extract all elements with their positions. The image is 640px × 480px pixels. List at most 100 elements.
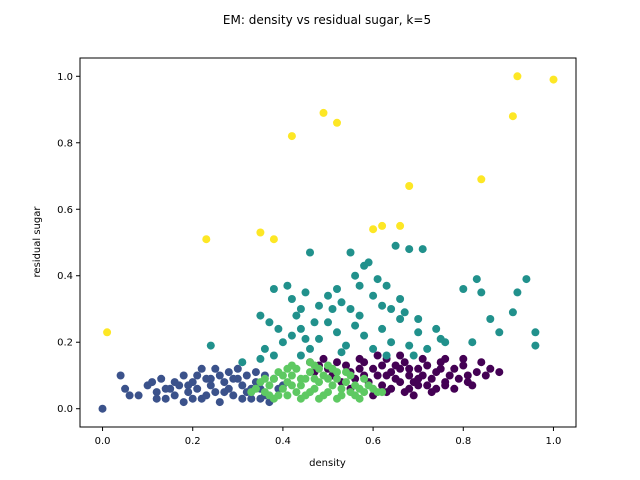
data-point-cluster-2 bbox=[364, 258, 373, 267]
data-point-cluster-0 bbox=[319, 354, 328, 363]
data-point-cluster-3 bbox=[324, 374, 332, 383]
data-point-cluster-2 bbox=[315, 334, 323, 343]
data-point-cluster-2 bbox=[351, 321, 360, 330]
data-point-cluster-2 bbox=[477, 288, 486, 297]
data-point-cluster-3 bbox=[292, 388, 301, 397]
data-point-cluster-2 bbox=[387, 305, 396, 313]
data-point-cluster-3 bbox=[283, 364, 292, 373]
data-point-cluster-2 bbox=[337, 298, 346, 307]
data-point-cluster-0 bbox=[436, 364, 445, 373]
data-point-cluster-1 bbox=[206, 381, 215, 390]
data-point-cluster-2 bbox=[459, 285, 468, 293]
data-point-cluster-2 bbox=[351, 271, 360, 280]
data-point-cluster-2 bbox=[238, 358, 247, 367]
data-point-cluster-3 bbox=[306, 368, 314, 377]
x-axis-label: density bbox=[309, 458, 346, 469]
data-point-cluster-2 bbox=[278, 338, 287, 347]
data-point-cluster-1 bbox=[206, 374, 215, 383]
data-point-cluster-2 bbox=[269, 285, 278, 293]
data-point-cluster-3 bbox=[278, 384, 287, 393]
y-tick-label: 0.4 bbox=[57, 271, 73, 282]
data-point-cluster-4 bbox=[477, 175, 486, 184]
data-point-cluster-2 bbox=[333, 285, 341, 293]
data-point-cluster-0 bbox=[355, 364, 364, 373]
data-point-cluster-3 bbox=[278, 371, 287, 380]
plot-frame bbox=[79, 57, 577, 428]
data-point-cluster-2 bbox=[287, 295, 296, 303]
data-point-cluster-0 bbox=[373, 351, 382, 360]
data-point-cluster-1 bbox=[179, 371, 188, 380]
data-point-cluster-2 bbox=[269, 351, 278, 360]
data-point-cluster-1 bbox=[197, 364, 206, 373]
data-point-cluster-3 bbox=[342, 368, 350, 377]
data-point-cluster-2 bbox=[337, 348, 346, 357]
chart-title: EM: density vs residual sugar, k=5 bbox=[223, 13, 431, 27]
data-point-cluster-1 bbox=[157, 374, 166, 383]
data-point-cluster-1 bbox=[229, 391, 238, 400]
data-point-cluster-2 bbox=[283, 281, 292, 290]
data-point-cluster-1 bbox=[125, 391, 134, 400]
y-tick-label: 0.8 bbox=[57, 138, 73, 149]
data-point-cluster-1 bbox=[202, 391, 211, 400]
data-point-cluster-2 bbox=[531, 328, 540, 337]
x-tick-label: 0.2 bbox=[185, 436, 201, 447]
data-point-cluster-3 bbox=[360, 374, 369, 383]
data-point-cluster-2 bbox=[432, 324, 441, 333]
data-point-cluster-1 bbox=[238, 381, 247, 390]
data-point-cluster-0 bbox=[427, 374, 436, 383]
data-point-cluster-3 bbox=[337, 384, 346, 393]
data-point-cluster-2 bbox=[405, 245, 414, 254]
data-point-cluster-4 bbox=[508, 112, 517, 121]
y-tick-label: 0.0 bbox=[57, 404, 73, 415]
data-point-cluster-2 bbox=[513, 288, 522, 297]
data-point-cluster-1 bbox=[170, 391, 179, 400]
data-point-cluster-0 bbox=[378, 381, 387, 390]
data-point-cluster-4 bbox=[103, 328, 112, 337]
data-point-cluster-2 bbox=[265, 318, 274, 327]
data-point-cluster-0 bbox=[373, 371, 382, 380]
data-point-cluster-4 bbox=[513, 72, 522, 81]
data-point-cluster-4 bbox=[549, 75, 558, 84]
data-point-cluster-2 bbox=[468, 338, 477, 347]
data-point-cluster-2 bbox=[495, 328, 504, 337]
data-point-cluster-0 bbox=[423, 381, 432, 390]
data-point-cluster-1 bbox=[170, 378, 179, 387]
data-point-cluster-3 bbox=[287, 381, 296, 390]
data-point-cluster-2 bbox=[360, 331, 369, 340]
data-point-cluster-1 bbox=[161, 394, 170, 403]
data-point-cluster-4 bbox=[202, 235, 211, 244]
data-point-cluster-3 bbox=[296, 374, 305, 383]
data-point-cluster-0 bbox=[441, 354, 450, 363]
data-point-cluster-0 bbox=[495, 368, 504, 377]
data-point-cluster-3 bbox=[306, 388, 314, 397]
data-point-cluster-0 bbox=[405, 371, 414, 380]
data-point-cluster-1 bbox=[121, 384, 130, 393]
data-point-cluster-0 bbox=[486, 364, 495, 373]
data-point-cluster-2 bbox=[382, 281, 391, 290]
data-point-cluster-3 bbox=[287, 371, 296, 380]
data-point-cluster-2 bbox=[355, 311, 364, 320]
x-tick-label: 0.6 bbox=[365, 436, 381, 447]
data-point-cluster-0 bbox=[378, 361, 387, 370]
data-point-cluster-2 bbox=[301, 288, 310, 297]
x-axis-ticks: 0.0 0.2 0.4 0.6 0.8 1.0 bbox=[95, 427, 562, 447]
data-point-cluster-3 bbox=[333, 394, 341, 403]
data-point-cluster-0 bbox=[454, 374, 463, 383]
data-point-cluster-3 bbox=[296, 394, 305, 403]
data-point-cluster-3 bbox=[283, 391, 292, 400]
data-point-cluster-0 bbox=[369, 364, 378, 373]
data-point-cluster-2 bbox=[531, 341, 540, 350]
data-point-cluster-2 bbox=[324, 291, 332, 300]
x-tick-label: 1.0 bbox=[546, 436, 562, 447]
data-point-cluster-1 bbox=[211, 388, 220, 397]
data-point-cluster-2 bbox=[301, 334, 310, 343]
data-point-cluster-3 bbox=[310, 374, 319, 383]
data-point-cluster-2 bbox=[409, 351, 418, 360]
data-point-cluster-2 bbox=[324, 318, 332, 327]
data-point-cluster-3 bbox=[342, 378, 350, 387]
data-point-cluster-1 bbox=[224, 368, 233, 377]
data-point-cluster-2 bbox=[382, 351, 391, 360]
data-point-cluster-2 bbox=[414, 328, 423, 337]
y-tick-label: 0.2 bbox=[57, 338, 73, 349]
data-point-cluster-1 bbox=[98, 404, 107, 413]
